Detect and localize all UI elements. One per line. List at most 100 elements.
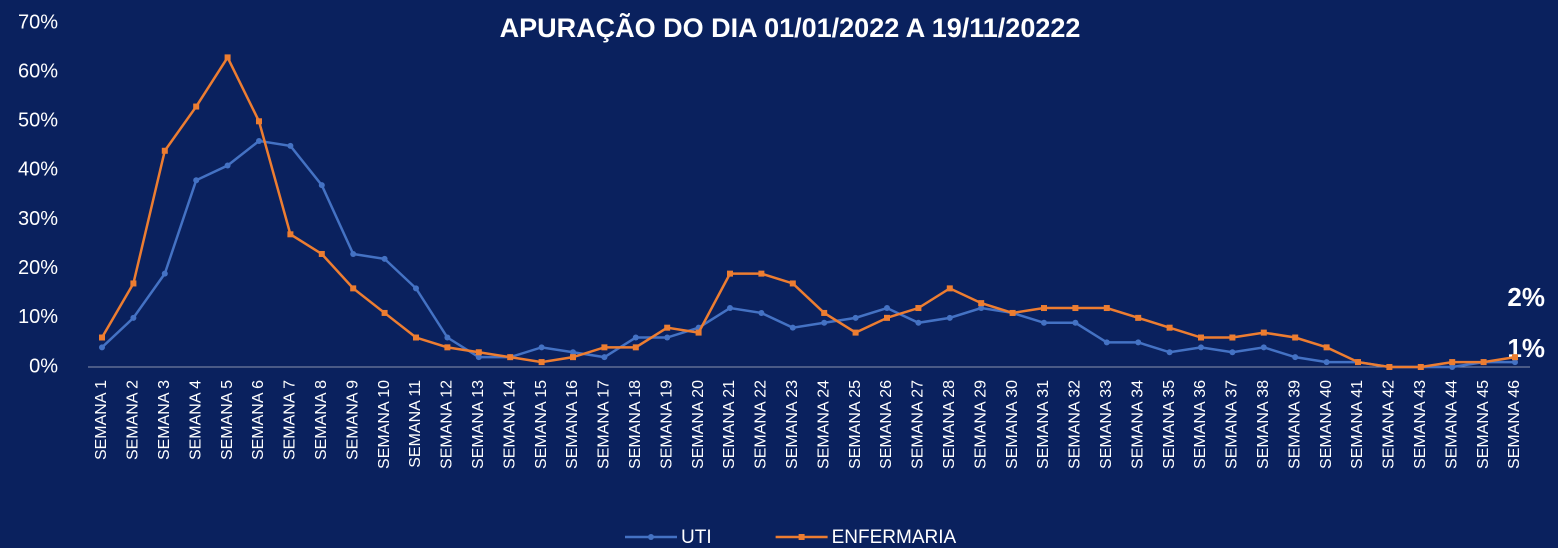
y-tick-label: 70% xyxy=(18,11,58,33)
point xyxy=(1198,334,1204,341)
point xyxy=(256,118,262,125)
point xyxy=(318,182,325,189)
x-tick-label: SEMANA 8 xyxy=(313,380,330,460)
point xyxy=(350,285,357,292)
line-uti xyxy=(101,139,1515,369)
x-tick-label: SEMANA 2 xyxy=(125,380,142,460)
point xyxy=(130,280,137,287)
x-tick-label: SEMANA 10 xyxy=(376,380,393,469)
point xyxy=(664,334,671,341)
point xyxy=(1260,344,1267,351)
x-tick-label: SEMANA 27 xyxy=(910,380,927,469)
point xyxy=(287,231,294,238)
x-tick-label: SEMANA 11 xyxy=(407,380,424,468)
point xyxy=(789,324,796,331)
x-tick-label: SEMANA 15 xyxy=(533,380,550,469)
point xyxy=(1009,309,1016,316)
x-tick-label: SEMANA 44 xyxy=(1443,380,1460,469)
point xyxy=(1072,305,1079,312)
point xyxy=(1323,359,1330,366)
point xyxy=(1072,319,1079,326)
x-tick-label: SEMANA 21 xyxy=(721,380,738,469)
point xyxy=(852,314,859,321)
point xyxy=(601,344,608,351)
point xyxy=(978,305,985,312)
x-tick-label: SEMANA 18 xyxy=(627,380,644,469)
point xyxy=(632,334,639,341)
point xyxy=(727,270,733,277)
x-tick-label: SEMANA 9 xyxy=(344,380,361,460)
x-tick-label: SEMANA 36 xyxy=(1192,380,1209,469)
point xyxy=(287,142,294,149)
x-tick-label: SEMANA 28 xyxy=(941,380,958,469)
point xyxy=(538,344,545,351)
point xyxy=(1260,329,1267,336)
point xyxy=(538,359,545,366)
point xyxy=(1512,354,1518,361)
point xyxy=(1323,344,1330,351)
point xyxy=(1135,314,1142,321)
x-tick-label: SEMANA 22 xyxy=(753,380,770,469)
point xyxy=(1355,359,1361,366)
point xyxy=(1229,334,1236,341)
x-tick-label: SEMANA 23 xyxy=(784,380,801,469)
x-tick-label: SEMANA 34 xyxy=(1129,380,1146,469)
point xyxy=(256,137,262,144)
point xyxy=(632,344,639,351)
point xyxy=(915,319,922,326)
point xyxy=(821,309,828,316)
y-tick-label: 40% xyxy=(18,159,58,181)
point xyxy=(570,354,576,361)
point xyxy=(161,147,168,154)
point xyxy=(789,280,796,287)
x-tick-label: SEMANA 41 xyxy=(1349,380,1366,469)
point xyxy=(381,309,388,316)
x-tick-label: SEMANA 45 xyxy=(1475,380,1492,469)
legend-label: UTI xyxy=(681,527,712,548)
point xyxy=(978,300,985,307)
point xyxy=(1512,359,1518,366)
point xyxy=(664,324,671,331)
legend-marker xyxy=(648,534,654,540)
point xyxy=(130,314,137,321)
point xyxy=(695,329,702,336)
y-tick-label: 20% xyxy=(18,257,58,279)
x-tick-label: SEMANA 42 xyxy=(1381,380,1398,469)
point xyxy=(946,285,953,292)
x-tick-label: SEMANA 40 xyxy=(1318,380,1335,469)
point xyxy=(1041,319,1047,326)
legend-label: ENFERMARIA xyxy=(832,527,957,548)
point xyxy=(444,344,451,351)
x-tick-label: SEMANA 14 xyxy=(501,380,518,469)
x-tick-label: SEMANA 39 xyxy=(1286,380,1303,469)
point xyxy=(758,309,765,316)
chart-title: APURAÇÃO DO DIA 01/01/2022 A 19/11/20222 xyxy=(500,12,1081,43)
point xyxy=(884,305,890,312)
point xyxy=(475,349,482,356)
point xyxy=(946,314,953,321)
x-tick-label: SEMANA 7 xyxy=(282,380,299,460)
x-tick-label: SEMANA 46 xyxy=(1506,380,1523,469)
x-tick-label: SEMANA 32 xyxy=(1067,380,1084,469)
point xyxy=(161,270,168,277)
x-tick-label: SEMANA 30 xyxy=(1004,380,1021,469)
point xyxy=(1449,364,1456,370)
point xyxy=(350,250,357,257)
x-tick-label: SEMANA 38 xyxy=(1255,380,1272,469)
point xyxy=(1103,339,1110,346)
point xyxy=(224,54,231,61)
y-tick-label: 0% xyxy=(29,355,58,377)
point xyxy=(1480,359,1487,366)
x-tick-label: SEMANA 19 xyxy=(658,380,675,469)
x-tick-label: SEMANA 37 xyxy=(1224,380,1241,469)
point xyxy=(381,255,388,262)
legend-marker xyxy=(798,534,805,540)
point xyxy=(1292,354,1299,361)
point xyxy=(1166,324,1173,331)
point xyxy=(1135,339,1142,346)
point xyxy=(1229,349,1236,356)
point xyxy=(99,334,105,341)
point xyxy=(193,177,200,184)
point xyxy=(601,354,608,361)
x-tick-label: SEMANA 29 xyxy=(972,380,989,469)
